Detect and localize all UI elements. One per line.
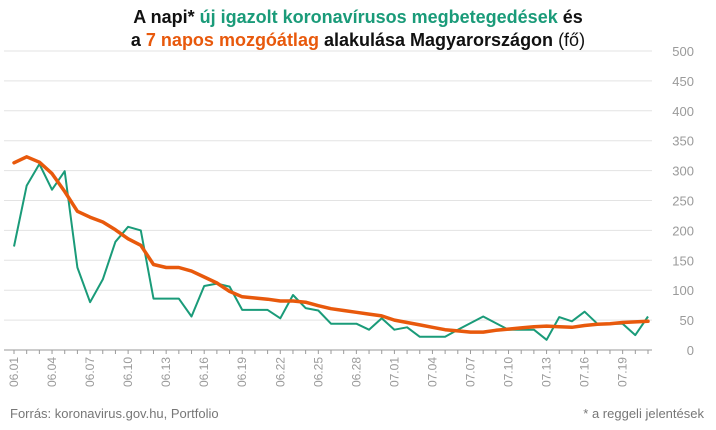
x-tick-label: 06.04 [45, 357, 59, 387]
y-tick-label: 150 [672, 253, 694, 268]
x-tick-label: 06.13 [159, 357, 173, 387]
y-tick-label: 500 [672, 44, 694, 59]
x-tick-label: 06.19 [235, 357, 249, 387]
y-tick-label: 250 [672, 194, 694, 209]
x-tick-label: 06.16 [197, 357, 211, 387]
title-daily-cases: új igazolt koronavírusos megbetegedések [199, 7, 558, 27]
y-tick-label: 200 [672, 223, 694, 238]
title-unit: (fő) [553, 30, 586, 50]
x-tick-label: 06.01 [7, 357, 21, 387]
title-line-2: a 7 napos mozgóátlag alakulása Magyarors… [0, 29, 716, 52]
x-tick-label: 07.01 [387, 357, 401, 387]
x-tick-label: 07.10 [502, 357, 516, 387]
x-tick-label: 07.19 [616, 357, 630, 387]
x-tick-label: 06.25 [311, 357, 325, 387]
y-tick-label: 450 [672, 74, 694, 89]
daily-cases-line [13, 163, 649, 341]
y-tick-label: 300 [672, 164, 694, 179]
x-tick-label: 06.22 [273, 357, 287, 387]
x-tick-label: 06.28 [349, 357, 363, 387]
y-tick-label: 350 [672, 134, 694, 149]
y-tick-label: 100 [672, 283, 694, 298]
footnote: * a reggeli jelentések [583, 406, 704, 421]
x-tick-label: 07.16 [578, 357, 592, 387]
title-asterisk: * [187, 7, 200, 27]
x-axis-ticks: 06.01 06.04 06.07 06.10 06.13 06.16 06.19 06.22… [4, 349, 652, 387]
title-line-1: A napi* új igazolt koronavírusos megbete… [0, 6, 716, 29]
x-tick-label: 06.07 [83, 357, 97, 387]
title-text-1: A napi [133, 7, 188, 27]
y-tick-label: 50 [680, 313, 694, 328]
source-note: Forrás: koronavirus.gov.hu, Portfolio [10, 406, 219, 421]
title-text-3: a [130, 30, 146, 50]
x-tick-label: 07.13 [540, 357, 554, 387]
moving-average-line [12, 155, 650, 334]
chart-title: A napi* új igazolt koronavírusos megbete… [0, 6, 716, 52]
title-text-2: és [557, 7, 583, 27]
y-axis-ticks: 0 50 100 150 200 250 300 350 400 450 500 [672, 44, 694, 358]
title-text-4: alakulása Magyarországon [318, 30, 554, 50]
x-tick-label: 07.07 [463, 357, 477, 387]
title-moving-average: 7 napos mozgóátlag [145, 30, 319, 50]
y-tick-label: 400 [672, 104, 694, 119]
y-tick-label: 0 [687, 343, 694, 358]
x-tick-label: 07.04 [425, 357, 439, 387]
gridlines [4, 50, 652, 351]
x-tick-label: 06.10 [121, 357, 135, 387]
